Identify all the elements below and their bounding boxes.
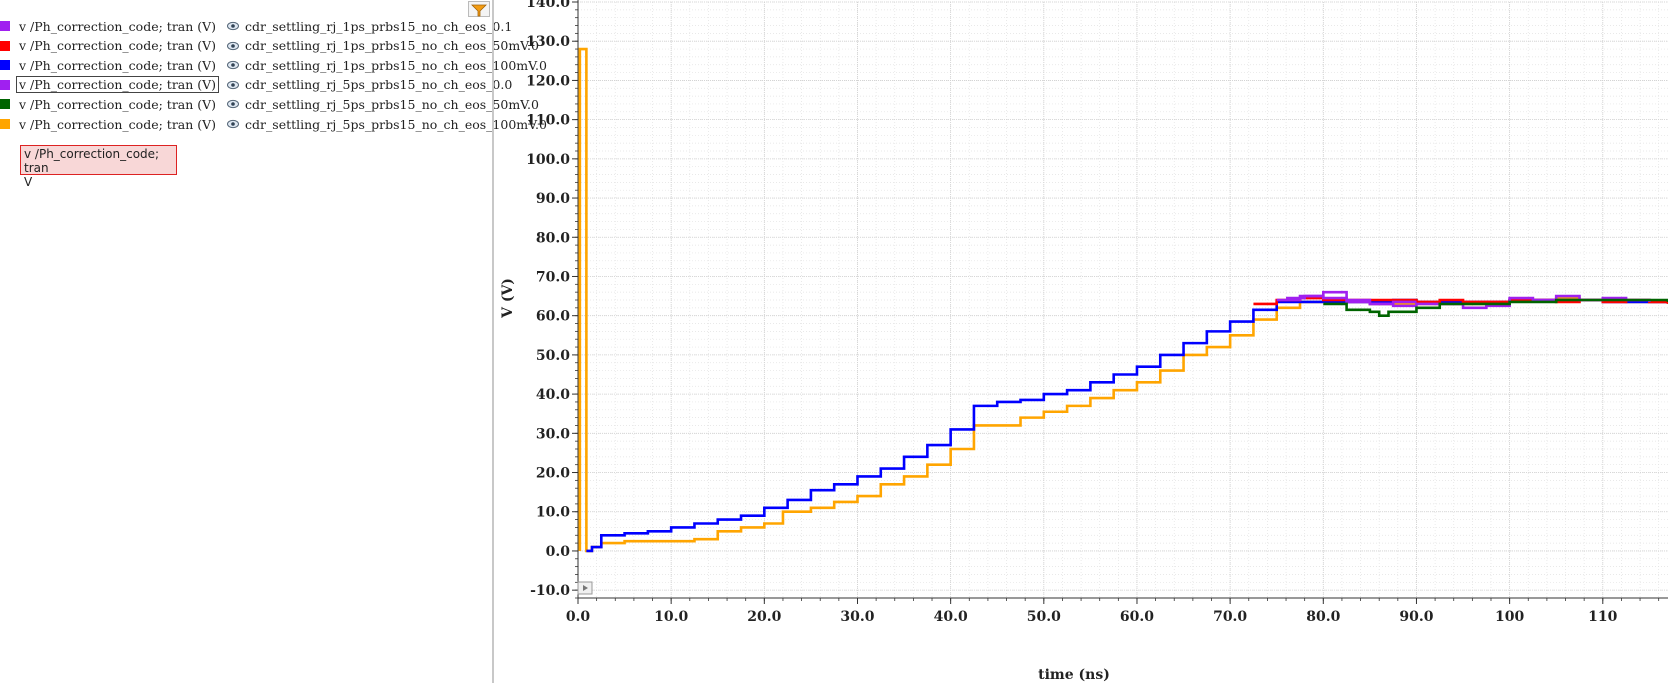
tooltip-line-1: v /Ph_correction_code; tran	[24, 147, 160, 175]
y-tick-label: 20.0	[536, 466, 570, 482]
legend-signal-name[interactable]: v /Ph_correction_code; tran (V)	[19, 96, 217, 112]
series-lines	[578, 47, 1668, 553]
legend-signal-name[interactable]: v /Ph_correction_code; tran (V)	[19, 38, 217, 54]
eye-icon[interactable]	[227, 80, 240, 90]
y-tick-label: 100.0	[526, 152, 570, 168]
legend-source-name: cdr_settling_rj_5ps_prbs15_no_ch_eos_100…	[245, 116, 547, 132]
legend-signal-name[interactable]: v /Ph_correction_code; tran (V)	[19, 57, 217, 73]
eye-icon[interactable]	[227, 41, 240, 51]
x-tick-label: 10.0	[654, 609, 688, 625]
tooltip-line-2: V	[24, 175, 33, 189]
y-tick-label: 0.0	[546, 544, 571, 560]
y-tick-label: 40.0	[536, 387, 570, 403]
legend-color-swatch	[0, 21, 10, 31]
legend-source-name: cdr_settling_rj_1ps_prbs15_no_ch_eos_100…	[245, 57, 547, 73]
x-axis-title: time (ns)	[1038, 667, 1110, 683]
y-tick-label: 70.0	[536, 269, 570, 285]
filter-button[interactable]	[468, 1, 490, 17]
legend-color-swatch	[0, 60, 10, 71]
x-tick-label: 100	[1495, 609, 1524, 625]
legend-color-swatch	[0, 99, 10, 110]
y-tick-label: 30.0	[536, 426, 570, 442]
eye-icon[interactable]	[227, 99, 240, 109]
x-tick-label: 90.0	[1399, 609, 1433, 625]
tick-labels: -10.0 0.0 10.0 20.0 30.0 40.0 50.0 60.0 70.0 80.0…	[526, 0, 1617, 625]
expand-arrow-icon	[583, 585, 588, 591]
x-tick-label: 40.0	[934, 609, 968, 625]
legend-color-swatch	[0, 40, 10, 51]
legend-signal-name[interactable]: v /Ph_correction_code; tran (V)	[19, 18, 217, 34]
y-tick-label: 110.0	[526, 113, 570, 129]
legend-panel: v /Ph_correction_code; tran (V) cdr_settl…	[0, 0, 547, 683]
filter-icon	[471, 4, 487, 17]
x-tick-label: 60.0	[1120, 609, 1154, 625]
x-tick-label: 80.0	[1306, 609, 1340, 625]
y-axis-title: V (V)	[500, 278, 516, 319]
y-tick-label: 90.0	[536, 191, 570, 207]
legend-source-name: cdr_settling_rj_5ps_prbs15_no_ch_eos_50m…	[245, 96, 539, 112]
y-tick-label: -10.0	[530, 583, 570, 599]
legend-source-name: cdr_settling_rj_5ps_prbs15_no_ch_eos_0.0	[245, 77, 513, 93]
trace-tooltip: v /Ph_correction_code; tran V	[20, 145, 177, 189]
panel-divider[interactable]	[492, 0, 494, 683]
x-tick-label: 70.0	[1213, 609, 1247, 625]
legend-color-swatch	[0, 79, 10, 90]
legend-signal-name[interactable]: v /Ph_correction_code; tran (V)	[19, 116, 217, 132]
legend-entry[interactable]: v /Ph_correction_code; tran (V) cdr_settl…	[0, 76, 512, 94]
y-tick-label: 80.0	[536, 230, 570, 246]
x-tick-label: 110	[1588, 609, 1617, 625]
legend-entry[interactable]: v /Ph_correction_code; tran (V) cdr_settl…	[0, 95, 539, 113]
x-tick-label: 0.0	[566, 609, 591, 625]
series-line-5	[1323, 298, 1668, 317]
legend-source-name: cdr_settling_rj_1ps_prbs15_no_ch_eos_0.1	[245, 18, 513, 34]
y-tick-label: 140.0	[526, 0, 570, 11]
legend-entry[interactable]: v /Ph_correction_code; tran (V) cdr_settl…	[0, 17, 512, 35]
eye-icon[interactable]	[227, 21, 240, 31]
series-line-4	[1286, 294, 1417, 306]
y-tick-label: 10.0	[536, 505, 570, 521]
legend-entry[interactable]: v /Ph_correction_code; tran (V) cdr_settl…	[0, 56, 547, 74]
legend-source-name: cdr_settling_rj_1ps_prbs15_no_ch_eos_50m…	[245, 38, 539, 54]
y-tick-label: 50.0	[536, 348, 570, 364]
eye-icon[interactable]	[227, 60, 240, 70]
y-tick-label: 120.0	[526, 73, 570, 89]
y-tick-label: 130.0	[526, 34, 570, 50]
legend-entry[interactable]: v /Ph_correction_code; tran (V) cdr_settl…	[0, 115, 547, 133]
legend-signal-name[interactable]: v /Ph_correction_code; tran (V)	[16, 76, 220, 94]
y-tick-label: 60.0	[536, 309, 570, 325]
eye-icon[interactable]	[227, 119, 240, 129]
axes	[572, 0, 1668, 604]
x-tick-label: 20.0	[747, 609, 781, 625]
grid	[577, 1, 1668, 599]
x-tick-label: 30.0	[840, 609, 874, 625]
waveform-plot[interactable]: -10.0 0.0 10.0 20.0 30.0 40.0 50.0 60.0 70.0 80.0…	[494, 0, 1668, 683]
legend-color-swatch	[0, 119, 10, 129]
legend-entry[interactable]: v /Ph_correction_code; tran (V) cdr_settl…	[0, 37, 539, 55]
x-tick-label: 50.0	[1027, 609, 1061, 625]
expand-button[interactable]	[577, 581, 593, 595]
